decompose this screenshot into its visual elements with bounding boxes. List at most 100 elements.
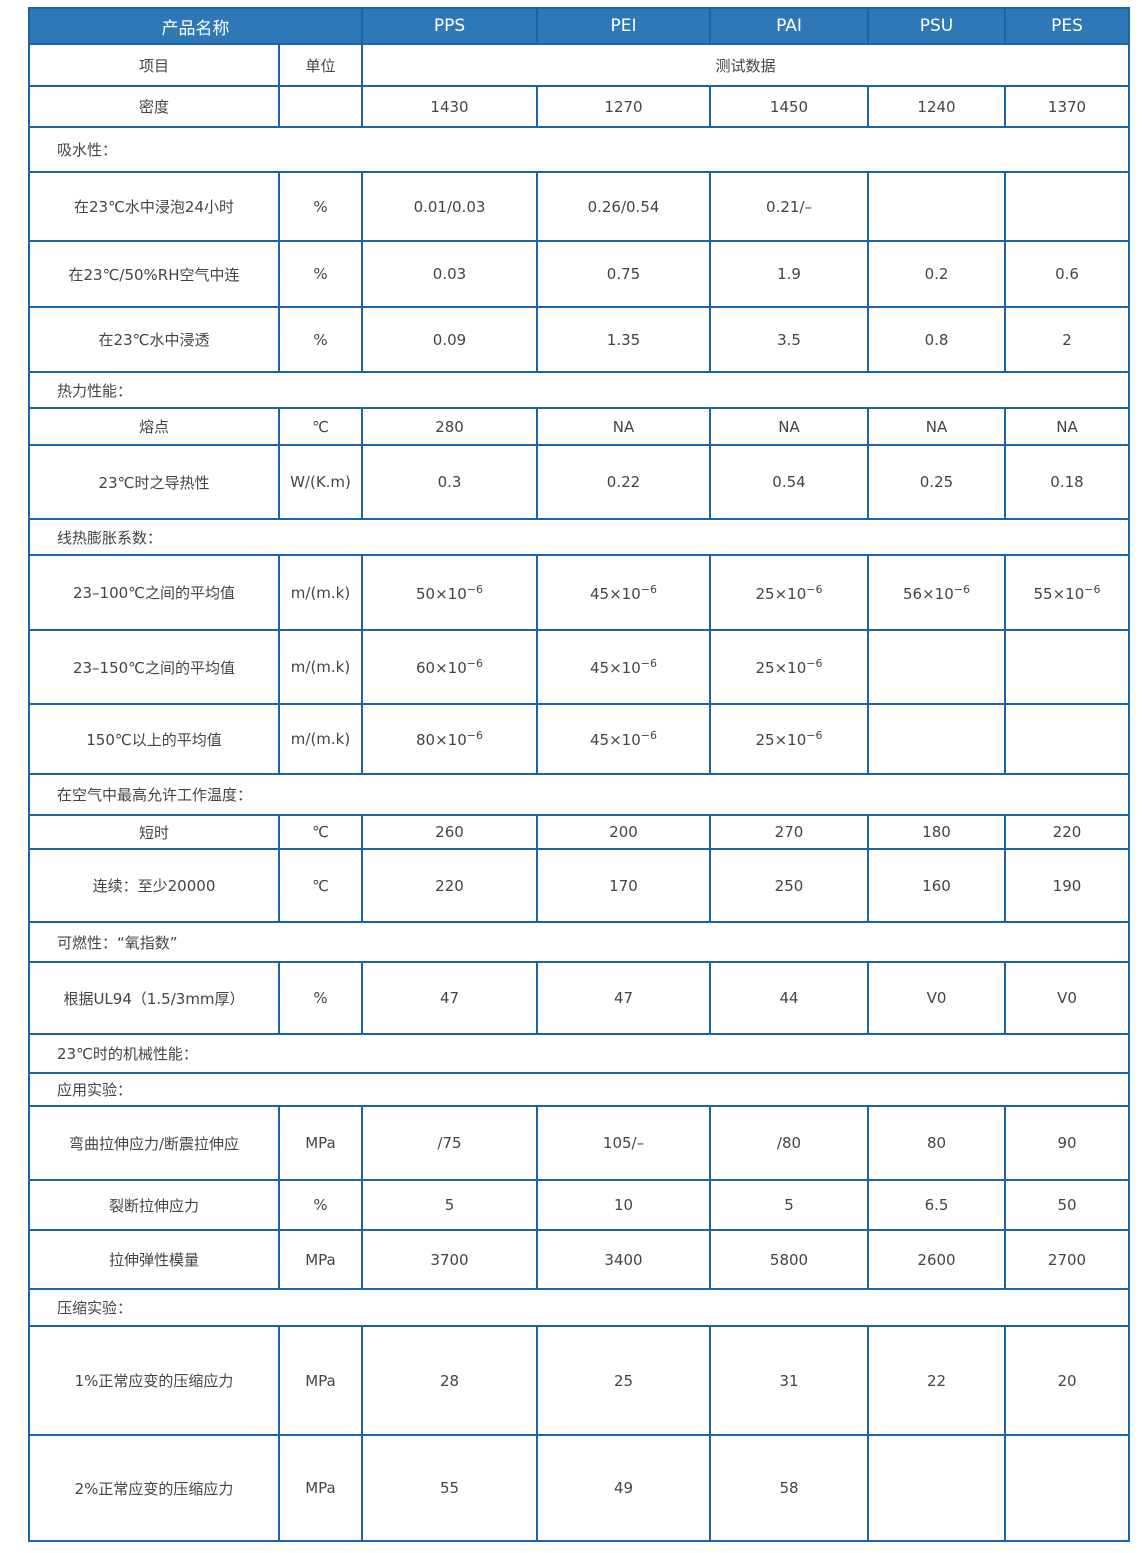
value-cell	[867, 629, 1006, 705]
value-cell: 45×10−6	[536, 629, 711, 705]
value-cell: 20	[1004, 1325, 1130, 1436]
section-row: 23℃时的机械性能：	[28, 1033, 1130, 1074]
section-label: 线热膨胀系数：	[28, 518, 1130, 556]
value-cell: 180	[867, 814, 1006, 850]
item-cell: 拉伸弹性模量	[28, 1229, 280, 1290]
value-cell: 0.3	[361, 444, 538, 520]
item-cell: 裂断拉伸应力	[28, 1179, 280, 1231]
section-label: 应用实验：	[28, 1072, 1130, 1107]
value-cell: 5800	[709, 1229, 869, 1290]
data-row: 23℃时之导热性 W/(K.m) 0.3 0.22 0.54 0.25 0.18	[28, 444, 1130, 520]
value-cell: 1.9	[709, 240, 869, 308]
value-cell: 31	[709, 1325, 869, 1436]
value-cell: 25×10−6	[709, 554, 869, 631]
value-cell: 45×10−6	[536, 703, 711, 775]
value-base: 56×10	[903, 584, 954, 603]
unit-cell: ℃	[278, 407, 363, 446]
item-column-header: 项目	[28, 43, 280, 87]
unit-cell: ℃	[278, 848, 363, 923]
value-base: 55×10	[1033, 584, 1085, 603]
data-row: 拉伸弹性模量 MPa 3700 3400 5800 2600 2700	[28, 1229, 1130, 1290]
item-cell: 150℃以上的平均值	[28, 703, 280, 775]
data-row: 1%正常应变的压缩应力 MPa 28 25 31 22 20	[28, 1325, 1130, 1436]
value-cell: 47	[536, 961, 711, 1035]
value-cell: 47	[361, 961, 538, 1035]
value-cell	[1004, 1434, 1130, 1542]
value-cell: 1.35	[536, 306, 711, 373]
value-cell: 270	[709, 814, 869, 850]
value-cell: 260	[361, 814, 538, 850]
value-exponent: −6	[806, 729, 823, 742]
value-base: 45×10	[590, 731, 641, 749]
value-cell: 90	[1004, 1105, 1130, 1181]
unit-cell: %	[278, 1179, 363, 1231]
data-row: 弯曲拉伸应力/断震拉伸应 MPa/75 105/–/80 80 90	[28, 1105, 1130, 1181]
value-cell: 10	[536, 1179, 711, 1231]
value-cell	[1004, 629, 1130, 705]
value-cell: 58	[709, 1434, 869, 1542]
value-exponent: −6	[466, 729, 483, 742]
value-cell: V0	[867, 961, 1006, 1035]
data-row: 裂断拉伸应力% 5 10 5 6.5 50	[28, 1179, 1130, 1231]
value-cell: 0.25	[867, 444, 1006, 520]
item-cell: 2%正常应变的压缩应力	[28, 1434, 280, 1542]
data-row: 23–100℃之间的平均值 m/(m.k) 50×10−6 45×10−6 25×10−…	[28, 554, 1130, 631]
section-label: 吸水性：	[28, 126, 1130, 173]
value-base: 25×10	[755, 659, 807, 677]
value-cell: 5	[361, 1179, 538, 1231]
value-cell: 0.54	[709, 444, 869, 520]
item-cell: 根据UL94（1.5/3mm厚）	[28, 961, 280, 1035]
value-cell: 55	[361, 1434, 538, 1542]
section-label: 压缩实验：	[28, 1288, 1130, 1327]
value-cell: NA	[1004, 407, 1130, 446]
section-label: 在空气中最高允许工作温度：	[28, 773, 1130, 816]
material-header: PPS	[361, 7, 538, 45]
value-base: 25×10	[755, 584, 807, 603]
value-cell: 190	[1004, 848, 1130, 923]
value-cell: 0.21/–	[709, 171, 869, 242]
item-cell: 在23℃水中浸透	[28, 306, 280, 373]
value-exponent: −6	[640, 729, 657, 742]
unit-cell: ℃	[278, 814, 363, 850]
value-cell: 25×10−6	[709, 629, 869, 705]
item-cell: 熔点	[28, 407, 280, 446]
unit-cell: m/(m.k)	[278, 703, 363, 775]
value-cell	[1004, 703, 1130, 775]
data-row: 在23℃/50%RH空气中连% 0.03 0.75 1.9 0.2 0.6	[28, 240, 1130, 308]
material-header: PSU	[867, 7, 1006, 45]
value-cell: 50×10−6	[361, 554, 538, 631]
value-cell: 6.5	[867, 1179, 1006, 1231]
value-cell: 220	[1004, 814, 1130, 850]
item-cell: 23℃时之导热性	[28, 444, 280, 520]
value-cell: 160	[867, 848, 1006, 923]
data-row: 根据UL94（1.5/3mm厚）% 47 47 44 V0 V0	[28, 961, 1130, 1035]
item-cell: 23–150℃之间的平均值	[28, 629, 280, 705]
data-row: 连续：至少20000 ℃ 220 170 250 160 190	[28, 848, 1130, 923]
value-cell: 0.09	[361, 306, 538, 373]
value-base: 50×10	[416, 584, 467, 603]
item-cell: 弯曲拉伸应力/断震拉伸应	[28, 1105, 280, 1181]
value-exponent: −6	[953, 582, 970, 596]
value-cell	[1004, 171, 1130, 242]
value-cell: NA	[536, 407, 711, 446]
value-cell: NA	[709, 407, 869, 446]
value-cell: 2600	[867, 1229, 1006, 1290]
section-label: 热力性能：	[28, 371, 1130, 409]
unit-column-header: 单位	[278, 43, 363, 87]
value-cell: 0.01/0.03	[361, 171, 538, 242]
subheader-row: 项目 单位 测试数据	[28, 43, 1130, 87]
value-base: 60×10	[416, 659, 467, 677]
value-exponent: −6	[640, 582, 657, 596]
value-cell: /80	[709, 1105, 869, 1181]
value-cell: 22	[867, 1325, 1006, 1436]
value-exponent: −6	[466, 582, 483, 596]
value-exponent: −6	[806, 657, 823, 670]
value-cell: 49	[536, 1434, 711, 1542]
value-cell: 200	[536, 814, 711, 850]
value-cell: 55×10−6	[1004, 554, 1130, 631]
value-cell: 80×10−6	[361, 703, 538, 775]
value-cell: 3.5	[709, 306, 869, 373]
unit-cell: m/(m.k)	[278, 554, 363, 631]
unit-cell: MPa	[278, 1434, 363, 1542]
value-cell: 1450	[709, 85, 869, 128]
